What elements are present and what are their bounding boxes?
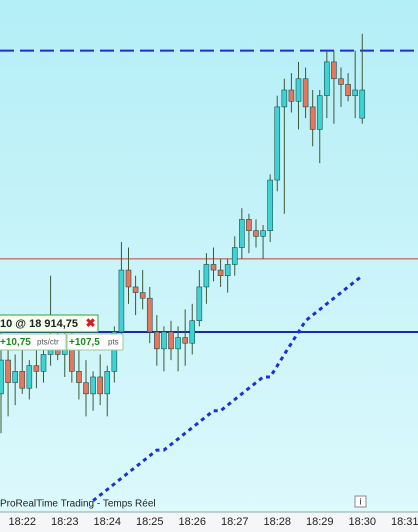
x-tick-label: 18:25 (136, 516, 164, 528)
candle-body (189, 320, 196, 344)
candle-body (83, 382, 89, 395)
candle-body (118, 269, 125, 333)
info-button[interactable] (354, 495, 367, 508)
candle-body (324, 61, 330, 96)
candle-body (146, 297, 153, 333)
x-tick-label: 18:31 (391, 516, 418, 528)
candle-body (40, 354, 47, 372)
candle-body (253, 230, 259, 237)
candle-body (316, 95, 323, 130)
order-box (0, 314, 99, 333)
candle-body (224, 264, 231, 276)
x-tick-label: 18:28 (263, 516, 291, 528)
candle-body (125, 269, 132, 288)
candle-body (97, 376, 103, 395)
candle-body (302, 78, 309, 108)
candle-body (345, 84, 351, 96)
candle-body (175, 337, 181, 350)
candle-body (182, 337, 188, 344)
candle-body (90, 376, 96, 395)
candle-body (359, 89, 366, 119)
candle-body (231, 247, 238, 265)
x-tick-label: 18:26 (178, 516, 206, 528)
candle-body (19, 371, 26, 389)
candle-body (210, 264, 217, 271)
candle-body (352, 89, 358, 96)
close-icon[interactable]: ✖ (85, 316, 95, 330)
candle-body (132, 286, 139, 293)
candle-body (203, 264, 210, 288)
x-axis-area (0, 512, 418, 532)
candle-body (288, 89, 295, 102)
candle-body (217, 269, 224, 276)
candle-body (331, 61, 337, 80)
candle-body (5, 359, 11, 383)
x-tick-label: 18:23 (51, 516, 79, 528)
gain-pts: +10,75 (0, 337, 31, 348)
candle-body (309, 106, 316, 130)
gain-total-box (66, 333, 124, 351)
candle-body (76, 371, 82, 383)
line-series (92, 274, 364, 502)
x-tick-label: 18:30 (348, 516, 376, 528)
candle-body (196, 286, 203, 322)
candle-body (168, 331, 174, 350)
x-tick-label: 18:22 (8, 516, 36, 528)
footer-text: ProRealTime Trading - Temps Réel (0, 499, 156, 510)
order-label: 10 @ 18 914,75 (0, 318, 78, 330)
candle-body (111, 331, 118, 372)
candle-body (154, 331, 160, 350)
candle-body (295, 78, 302, 102)
info-icon[interactable]: i (360, 496, 362, 506)
overlay: 10 @ 18 914,75 ✖ +10,75 pts/ctr +107,5 p… (0, 314, 367, 510)
x-tick-label: 18:29 (306, 516, 334, 528)
candle-body (338, 78, 344, 85)
marks (0, 33, 418, 502)
candle-body (274, 106, 281, 181)
x-tick-label: 18:24 (93, 516, 121, 528)
candle-body (239, 219, 245, 248)
gain-box (0, 333, 67, 351)
gain-pts-unit: pts/ctr (37, 338, 59, 347)
x-tick-label: 18:27 (221, 516, 249, 528)
candle-body (246, 219, 252, 231)
candle-body (281, 89, 288, 108)
candle-body (0, 359, 4, 395)
candle-body (260, 230, 266, 237)
candle-body (12, 371, 18, 383)
candle-body (267, 179, 273, 231)
close-button[interactable] (84, 317, 97, 330)
gain-total: +107,5 (69, 337, 100, 348)
candle-body (104, 371, 111, 395)
gain-total-unit: pts (108, 338, 119, 347)
candle-body (139, 292, 146, 299)
candle-body (33, 365, 40, 372)
candle-body (161, 331, 167, 350)
candle-body (26, 365, 33, 389)
